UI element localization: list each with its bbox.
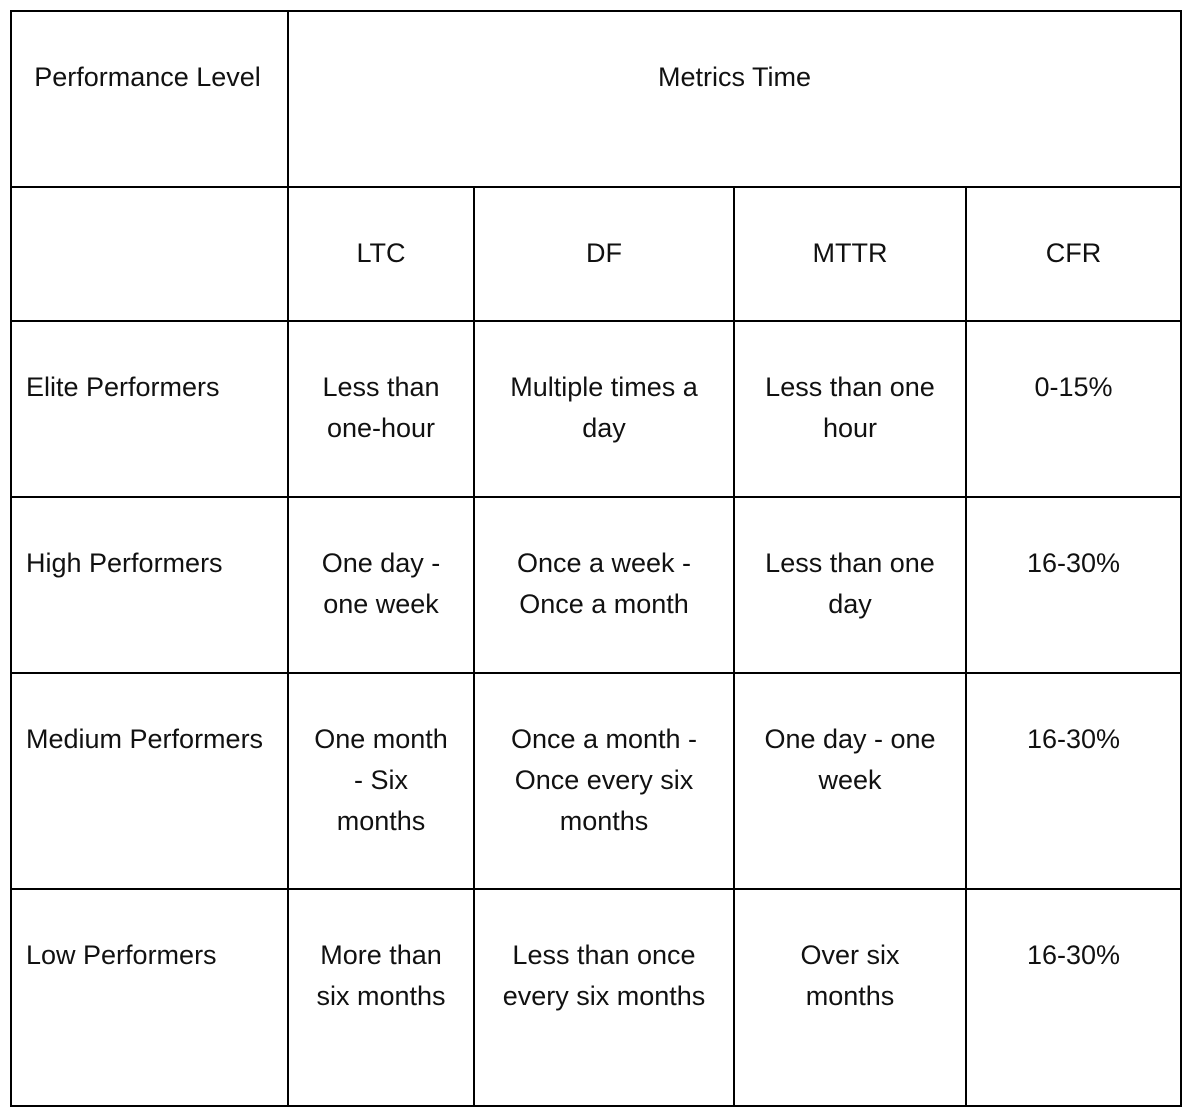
column-header: CFR — [964, 186, 1183, 322]
empty-cell — [10, 186, 289, 322]
table-row: Medium Performers One month - Six months O… — [10, 672, 1183, 890]
row-label: Low Performers — [10, 888, 289, 1107]
column-header: DF — [473, 186, 735, 322]
header-cell: Metrics Time — [286, 10, 1183, 188]
header-cell: Performance Level — [10, 10, 289, 188]
table-cell: Less than once every six months — [473, 888, 735, 1107]
table-cell: Multiple times a day — [473, 320, 735, 498]
table-cell: 0-15% — [964, 320, 1183, 498]
column-row: LTC DF MTTR CFR — [10, 186, 1183, 322]
column-header: MTTR — [733, 186, 967, 322]
table-cell: One month - Six months — [287, 672, 475, 890]
table-row: Elite Performers Less than one-hour Multip… — [10, 320, 1183, 498]
table-cell: Once a week - Once a month — [473, 496, 735, 674]
table-cell: 16-30% — [964, 888, 1183, 1107]
row-label: Elite Performers — [10, 320, 289, 498]
header-row: Performance Level Metrics Time — [10, 10, 1183, 188]
table-cell: Over six months — [733, 888, 967, 1107]
table-cell: 16-30% — [964, 672, 1183, 890]
table-row: Low Performers More than six months Less t… — [10, 888, 1183, 1107]
table-body: Performance Level Metrics Time LTC DF MTTR… — [10, 10, 1183, 1107]
table-cell: Less than one-hour — [287, 320, 475, 498]
table-row: High Performers One day - one week Once a … — [10, 496, 1183, 674]
table-cell: One day - one week — [287, 496, 475, 674]
metrics-table: Performance Level Metrics Time LTC DF MTTR… — [10, 10, 1183, 1107]
table-cell: Less than one day — [733, 496, 967, 674]
row-label: Medium Performers — [10, 672, 289, 890]
table-cell: One day - one week — [733, 672, 967, 890]
table-cell: More than six months — [287, 888, 475, 1107]
column-header: LTC — [287, 186, 475, 322]
table-cell: 16-30% — [964, 496, 1183, 674]
table-cell: Less than one hour — [733, 320, 967, 498]
table-cell: Once a month - Once every six months — [473, 672, 735, 890]
row-label: High Performers — [10, 496, 289, 674]
